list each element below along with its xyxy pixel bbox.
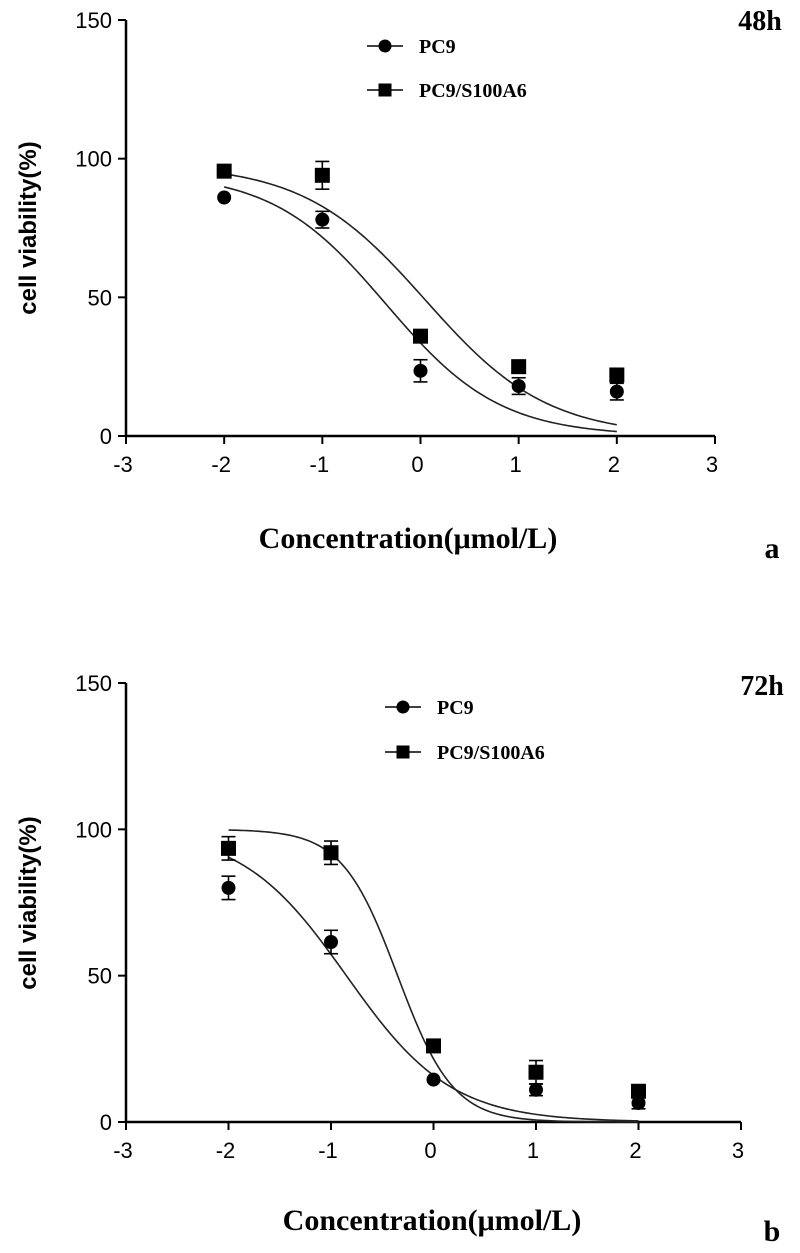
data-point-pc9-s100a6 [528, 1064, 544, 1080]
x-tick-label: -1 [318, 1138, 338, 1163]
data-point-pc9-s100a6 [631, 1083, 646, 1099]
data-point-pc9-s100a6 [511, 359, 527, 375]
y-axis-label: cell viability(%) [15, 141, 42, 314]
y-tick-label: 0 [100, 424, 112, 449]
x-tick-label: 0 [411, 452, 423, 477]
data-point-pc9 [426, 1072, 441, 1087]
chart-panel-a: -3 -2 -1 0 1 2 3 0 50 100 150 cell viability(%) Conc… [15, 6, 782, 565]
data-point-pc9-s100a6 [413, 328, 428, 344]
legend-label-pc9: PC9 [419, 36, 456, 58]
data-point-pc9-s100a6 [609, 367, 625, 383]
legend-marker-pc9-s100a6 [396, 745, 410, 759]
data-point-pc9 [221, 880, 236, 895]
y-tick-label: 150 [75, 671, 112, 696]
x-tick-label: -3 [113, 1138, 133, 1163]
x-tick-label: -1 [310, 452, 330, 477]
data-point-pc9-s100a6 [314, 167, 330, 183]
y-tick-label: 50 [88, 964, 112, 989]
x-tick-label: 1 [510, 452, 522, 477]
y-tick-label: 100 [75, 147, 112, 172]
data-point-pc9 [217, 190, 232, 205]
fit-curve-pc9-s100a6 [228, 829, 639, 1123]
legend-label-pc9: PC9 [437, 697, 474, 719]
x-tick-label: 2 [608, 452, 620, 477]
data-point-pc9-s100a6 [221, 840, 236, 856]
x-tick-label: -2 [216, 1138, 236, 1163]
data-point-pc9-s100a6 [426, 1038, 441, 1054]
x-tick-label: -3 [113, 452, 133, 477]
data-point-pc9-s100a6 [216, 163, 232, 179]
x-tick-label: 3 [706, 452, 718, 477]
data-point-pc9 [511, 379, 526, 394]
fit-curve-pc9-s100a6 [224, 173, 617, 426]
data-point-pc9 [413, 363, 428, 378]
x-tick-label: 0 [424, 1138, 436, 1163]
data-point-pc9 [315, 212, 330, 227]
fit-curve-pc9 [223, 186, 617, 433]
data-point-pc9 [609, 384, 624, 399]
x-tick-label: 2 [629, 1138, 641, 1163]
legend-label-pc9-s100a6: PC9/S100A6 [437, 742, 545, 764]
x-axis-label: Concentration(μmol/L) [259, 522, 558, 555]
y-tick-label: 0 [100, 1110, 112, 1135]
legend-label-pc9-s100a6: PC9/S100A6 [419, 80, 527, 102]
legend-marker-pc9 [378, 39, 392, 53]
x-axis-label: Concentration(μmol/L) [283, 1204, 582, 1237]
chart-panel-b: -3 -2 -1 0 1 2 3 0 50 100 150 cell viability(%) Conc… [15, 671, 784, 1248]
data-point-pc9-s100a6 [323, 845, 339, 861]
y-axis-label: cell viability(%) [15, 816, 42, 989]
x-tick-label: -2 [211, 452, 231, 477]
x-tick-label: 1 [527, 1138, 539, 1163]
y-tick-label: 50 [88, 285, 112, 310]
panel-label: b [764, 1215, 781, 1248]
x-tick-label: 3 [732, 1138, 744, 1163]
data-point-pc9 [529, 1082, 543, 1097]
y-tick-label: 150 [75, 8, 112, 33]
data-point-pc9 [324, 935, 338, 950]
timepoint-label: 48h [738, 6, 782, 37]
timepoint-label: 72h [740, 671, 784, 702]
panel-label: a [765, 532, 780, 565]
legend-marker-pc9-s100a6 [378, 83, 392, 97]
data-point-pc9 [631, 1095, 646, 1110]
y-tick-label: 100 [75, 817, 112, 842]
legend-marker-pc9 [396, 700, 410, 714]
